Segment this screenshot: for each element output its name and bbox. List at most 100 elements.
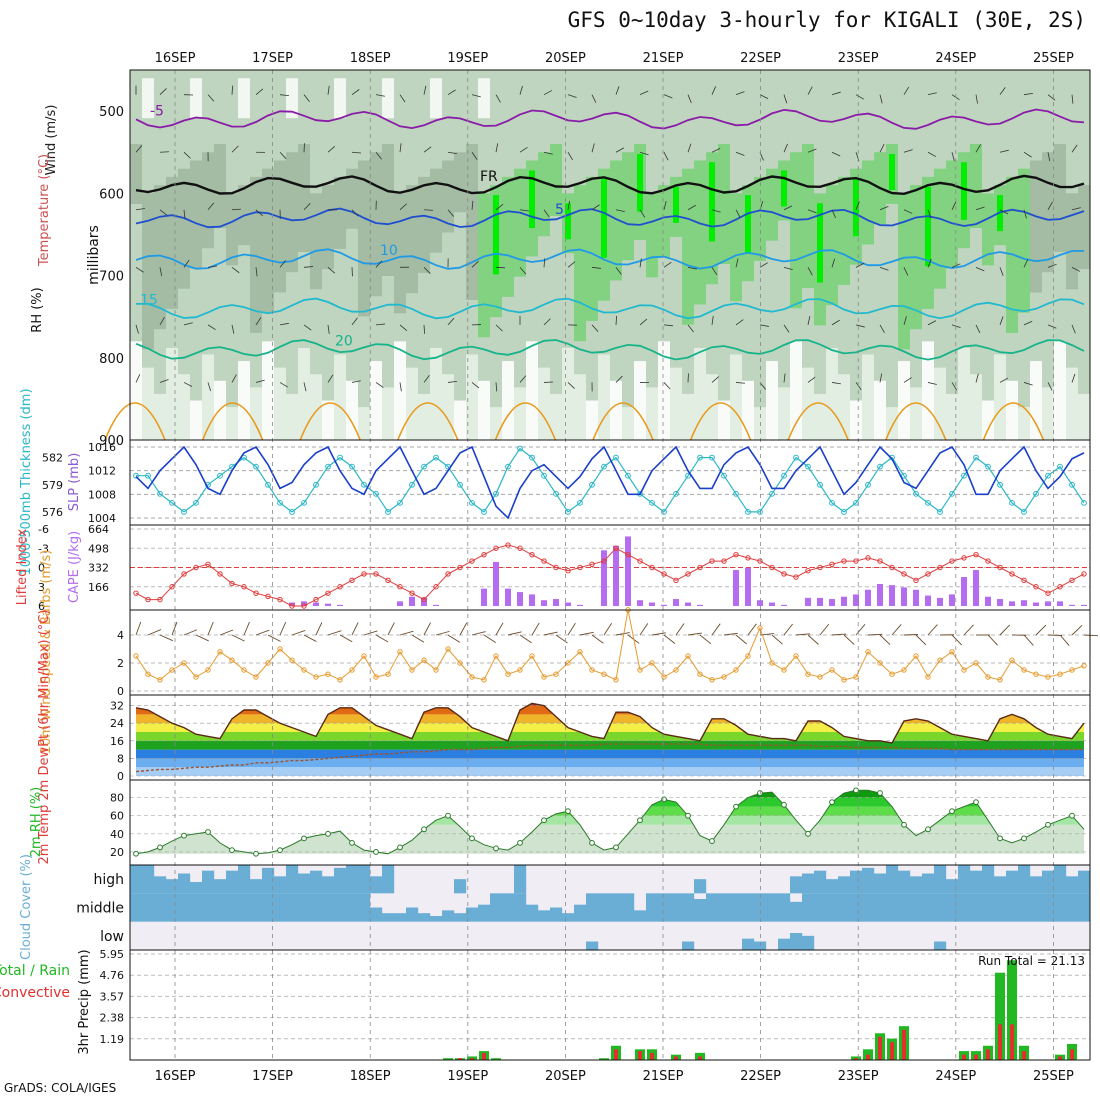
wind-barb bbox=[303, 203, 311, 211]
rh-point bbox=[877, 790, 883, 796]
temp-band bbox=[136, 732, 1084, 741]
rh-band bbox=[136, 815, 1084, 825]
thickness-point bbox=[217, 472, 223, 479]
wind-barb bbox=[999, 209, 1009, 215]
wind-barb bbox=[879, 373, 883, 383]
lifted-point bbox=[481, 551, 487, 558]
rh-dry-column bbox=[154, 393, 166, 440]
precip-total-bar bbox=[443, 1058, 453, 1060]
lifted-tick-label: 6 bbox=[38, 600, 45, 613]
rh-band bbox=[136, 806, 1084, 816]
rh-dry-column bbox=[1018, 407, 1030, 440]
wind-barb-10m bbox=[435, 630, 450, 636]
rh-saturated-cell bbox=[637, 154, 643, 212]
wind-barb-10m bbox=[1071, 624, 1083, 636]
lifted-point bbox=[205, 561, 211, 567]
cloud-cell bbox=[910, 876, 923, 894]
rh-dry-column bbox=[670, 367, 682, 440]
lifted-point bbox=[541, 558, 547, 564]
cloud-cell bbox=[1078, 893, 1091, 922]
wind-barb bbox=[735, 209, 741, 218]
cloud-cell bbox=[802, 873, 815, 894]
wind-barb bbox=[927, 209, 932, 219]
rh-saturated-cell bbox=[493, 195, 499, 275]
rh-dry-column bbox=[382, 387, 394, 440]
rh-tick-label: 80 bbox=[110, 792, 124, 805]
warm-contour bbox=[592, 402, 654, 441]
rh-band bbox=[136, 824, 1084, 854]
cloud-cell bbox=[454, 913, 467, 922]
isotherm-label: -5 bbox=[150, 103, 164, 119]
thickness-point bbox=[325, 463, 331, 470]
wind-speed-point bbox=[145, 671, 151, 677]
wind-barb bbox=[447, 89, 456, 96]
wind-barb bbox=[903, 149, 913, 153]
lifted-point bbox=[433, 584, 439, 590]
cloud-cell bbox=[970, 870, 983, 894]
wind-barb-10m bbox=[519, 634, 532, 644]
warm-contour bbox=[885, 402, 947, 441]
wind-barb bbox=[471, 260, 479, 268]
cloud-cell bbox=[358, 893, 371, 922]
wind-barb bbox=[951, 152, 955, 162]
wind-barb bbox=[759, 324, 769, 327]
warm-contour bbox=[201, 402, 264, 441]
wind-barb bbox=[159, 209, 168, 216]
rh-point bbox=[901, 821, 907, 828]
wind-barb bbox=[399, 203, 407, 211]
wind-barb-10m bbox=[615, 632, 630, 636]
wind-barb bbox=[951, 382, 957, 391]
cloud-cell bbox=[862, 893, 875, 922]
cloud-cell bbox=[334, 893, 347, 922]
wind-barb-10m bbox=[831, 633, 846, 636]
lifted-point bbox=[553, 564, 559, 571]
wind-speed-point bbox=[385, 671, 391, 677]
wind-barb bbox=[879, 206, 889, 211]
wind-barb bbox=[903, 209, 913, 214]
cloud-cell bbox=[742, 938, 755, 950]
wind-barb bbox=[615, 315, 618, 325]
wind-barb-10m bbox=[375, 634, 389, 643]
date-label-bottom: 17SEP bbox=[252, 1069, 293, 1084]
rh-point bbox=[157, 844, 163, 851]
wind-barb bbox=[375, 260, 383, 268]
cloud-cell bbox=[1018, 893, 1031, 922]
cloud-cell bbox=[934, 865, 947, 894]
rh-dry-column bbox=[358, 407, 370, 440]
wind-barb bbox=[711, 376, 720, 383]
dewpoint-line bbox=[135, 743, 1084, 773]
lifted-point bbox=[721, 558, 727, 564]
wind-speed-point bbox=[973, 660, 979, 666]
cloud-cell bbox=[814, 870, 827, 894]
slp-tick-label: 1012 bbox=[88, 465, 116, 478]
rh-dry-column bbox=[586, 400, 598, 440]
wind-barb bbox=[399, 324, 408, 331]
wind-barb-10m bbox=[243, 621, 250, 636]
cape-bar bbox=[1069, 604, 1075, 606]
wind-barb-10m bbox=[639, 623, 649, 636]
rh-band bbox=[136, 797, 1084, 807]
wind-speed-line bbox=[135, 609, 1085, 681]
cloud-cell bbox=[502, 893, 515, 922]
wind-barb bbox=[519, 85, 523, 95]
cloud-cell bbox=[742, 893, 755, 922]
cape-bar bbox=[853, 594, 859, 606]
wind-speed-point bbox=[589, 667, 595, 673]
wind-barb bbox=[831, 382, 841, 385]
cape-tick-label: 498 bbox=[88, 542, 109, 555]
wind-barb bbox=[519, 375, 527, 383]
wind-speed-point bbox=[517, 667, 523, 673]
rh-saturated-cell bbox=[781, 170, 787, 207]
thickness-tick-label: 576 bbox=[42, 506, 63, 519]
rh-dry-column bbox=[286, 393, 298, 440]
rh-point bbox=[373, 849, 379, 855]
rh-moist-column bbox=[166, 176, 178, 309]
cloud-cell bbox=[610, 893, 623, 922]
lifted-point bbox=[517, 545, 523, 551]
temp-tick-label: 8 bbox=[117, 752, 124, 765]
y-axis-label: millibars bbox=[86, 225, 102, 285]
rh-dry-column bbox=[478, 380, 490, 440]
cape-bar bbox=[1045, 601, 1051, 606]
date-label-top: 25SEP bbox=[1033, 51, 1074, 66]
